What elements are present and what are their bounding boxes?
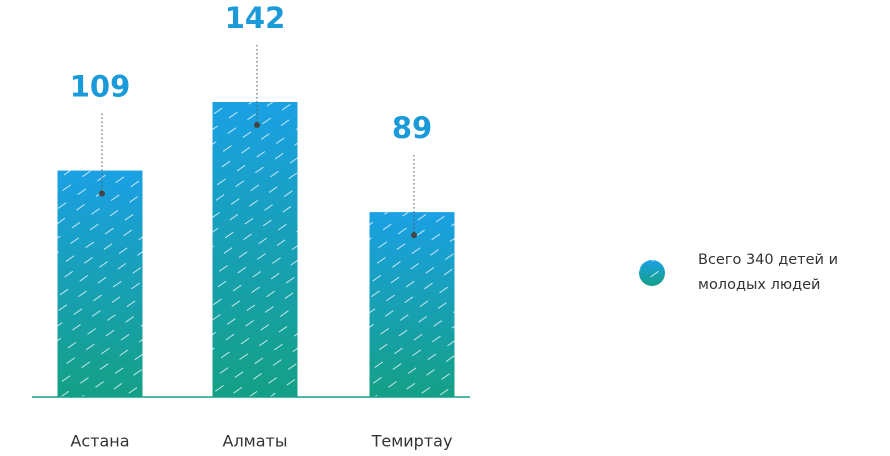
leader-dot bbox=[411, 232, 417, 239]
legend-label: Всего 340 детей и молодых людей bbox=[698, 252, 838, 293]
value-label: 89 bbox=[392, 111, 432, 145]
x-tick-label: Темиртау bbox=[371, 432, 453, 451]
leader-dot bbox=[99, 190, 105, 197]
x-tick-label: Астана bbox=[70, 432, 129, 451]
value-label: 109 bbox=[70, 70, 131, 104]
x-tick-label: Алматы bbox=[223, 432, 288, 451]
bar-hatch bbox=[369, 212, 455, 397]
value-label: 142 bbox=[225, 1, 286, 35]
bar-hatch bbox=[212, 102, 298, 397]
legend-swatch-hatch bbox=[639, 260, 665, 286]
bar-hatch bbox=[57, 170, 143, 397]
leader-dot bbox=[254, 122, 260, 128]
